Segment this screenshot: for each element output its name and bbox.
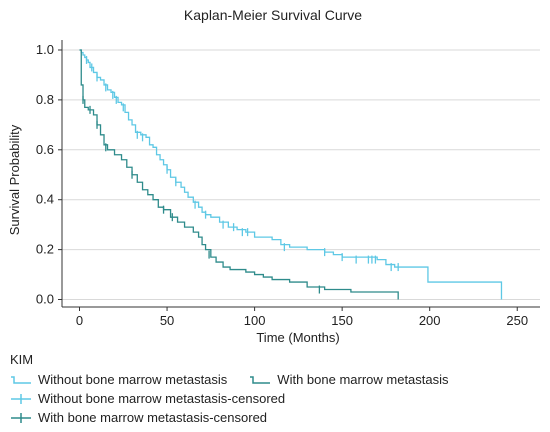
legend-title: KIM — [10, 352, 34, 367]
y-axis-label: Survival Probability — [7, 124, 22, 235]
legend-item-with-censored: With bone marrow metastasis-censored — [10, 410, 267, 425]
axes: 0.0 0.2 0.4 0.6 0.8 1.0 0 50 100 150 200 250 — [36, 40, 540, 328]
series-layer — [79, 49, 503, 300]
y-tick-label: 0.4 — [36, 192, 54, 207]
legend-item-with: With bone marrow metastasis — [249, 372, 449, 387]
y-tick-label: 1.0 — [36, 42, 54, 57]
chart-title: Kaplan-Meier Survival Curve — [184, 7, 362, 23]
x-tick-label: 200 — [419, 313, 441, 328]
y-tick-label: 0.8 — [36, 92, 54, 107]
legend-censor-with-icon — [11, 412, 31, 423]
legend-line-with-icon — [250, 375, 271, 384]
x-tick-label: 0 — [76, 313, 83, 328]
legend-label-without: Without bone marrow metastasis — [38, 372, 228, 387]
x-tick-label: 250 — [506, 313, 528, 328]
series-line-with — [79, 49, 399, 300]
legend-label-with: With bone marrow metastasis — [277, 372, 449, 387]
y-tick-label: 0.2 — [36, 242, 54, 257]
legend-label-without-censored: Without bone marrow metastasis-censored — [38, 391, 286, 406]
series-line-without — [79, 49, 503, 300]
x-axis-label: Time (Months) — [256, 330, 339, 345]
x-tick-label: 100 — [244, 313, 266, 328]
x-tick-label: 150 — [331, 313, 353, 328]
legend-line-without-icon — [11, 375, 31, 384]
y-tick-label: 0.0 — [36, 292, 54, 307]
legend-censor-without-icon — [11, 393, 31, 404]
legend-label-with-censored: With bone marrow metastasis-censored — [38, 410, 268, 425]
legend: KIM Without bone marrow metastasis With … — [10, 352, 471, 427]
kaplan-meier-chart: Kaplan-Meier Survival Curve 0.0 0.2 0.4 0.6… — [7, 7, 540, 345]
x-tick-label: 50 — [160, 313, 174, 328]
gridlines — [62, 49, 540, 301]
legend-item-without-censored: Without bone marrow metastasis-censored — [10, 391, 285, 406]
y-tick-label: 0.6 — [36, 142, 54, 157]
legend-item-without: Without bone marrow metastasis — [10, 372, 227, 387]
